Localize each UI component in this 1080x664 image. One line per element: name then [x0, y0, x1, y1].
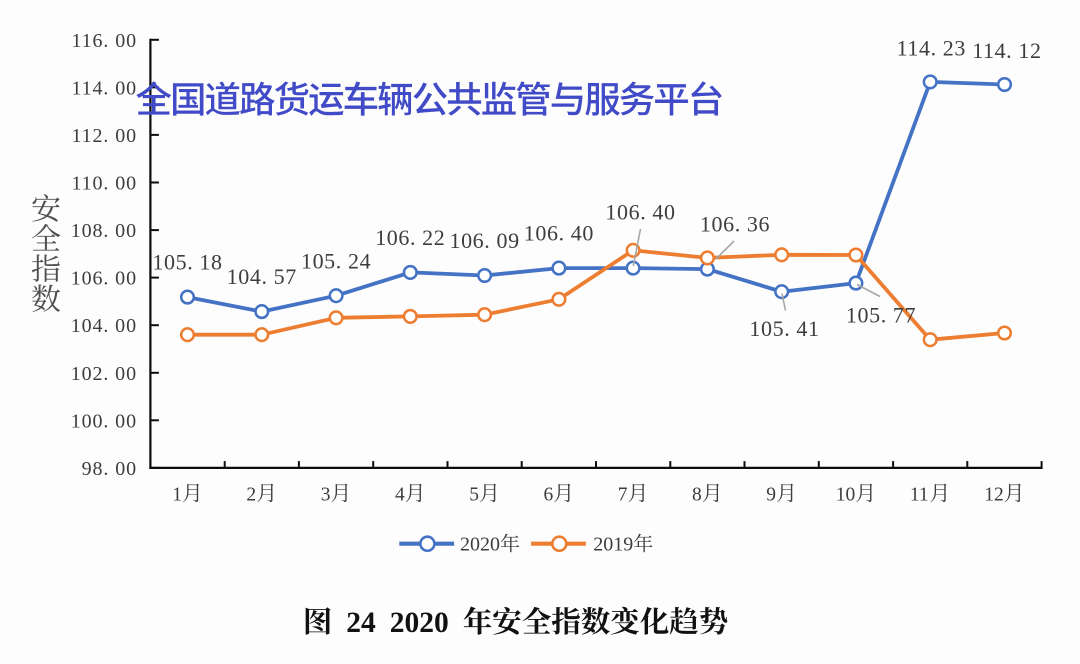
svg-text:9: 9	[766, 485, 776, 506]
svg-text:106. 40: 106. 40	[524, 221, 594, 246]
svg-text:102. 00: 102. 00	[71, 363, 137, 385]
svg-text:106. 09: 106. 09	[449, 228, 519, 253]
svg-text:11: 11	[910, 485, 929, 506]
svg-text:114. 23: 114. 23	[897, 36, 966, 61]
svg-text:100. 00: 100. 00	[71, 410, 137, 432]
svg-text:2019: 2019	[593, 534, 633, 556]
svg-text:2020: 2020	[390, 607, 449, 639]
svg-text:106. 22: 106. 22	[375, 225, 445, 250]
svg-text:106. 36: 106. 36	[700, 211, 770, 236]
svg-text:112. 00: 112. 00	[71, 125, 137, 147]
svg-text:12: 12	[984, 485, 1004, 506]
svg-text:10: 10	[836, 485, 856, 506]
svg-text:114. 00: 114. 00	[71, 77, 137, 99]
svg-text:6: 6	[544, 485, 554, 506]
svg-text:8: 8	[692, 485, 702, 506]
svg-text:4: 4	[395, 485, 405, 506]
svg-text:106. 00: 106. 00	[71, 268, 137, 290]
svg-text:1: 1	[172, 485, 182, 506]
svg-text:2020: 2020	[460, 534, 500, 556]
svg-text:105. 41: 105. 41	[749, 316, 819, 341]
svg-text:105. 77: 105. 77	[846, 303, 916, 328]
svg-text:3: 3	[321, 485, 331, 506]
svg-text:7: 7	[618, 485, 628, 506]
svg-text:104. 00: 104. 00	[71, 315, 137, 337]
svg-text:105. 18: 105. 18	[152, 250, 222, 275]
svg-text:114. 12: 114. 12	[972, 38, 1041, 63]
svg-text:5: 5	[469, 485, 479, 506]
svg-text:105. 24: 105. 24	[301, 248, 371, 273]
svg-text:2: 2	[246, 485, 256, 506]
svg-text:110. 00: 110. 00	[71, 173, 137, 195]
svg-text:98. 00: 98. 00	[82, 458, 137, 480]
svg-text:24: 24	[346, 607, 376, 639]
svg-text:106. 40: 106. 40	[605, 200, 675, 225]
svg-text:108. 00: 108. 00	[71, 220, 137, 242]
svg-text:116. 00: 116. 00	[71, 30, 137, 52]
svg-text:104. 57: 104. 57	[227, 264, 297, 289]
